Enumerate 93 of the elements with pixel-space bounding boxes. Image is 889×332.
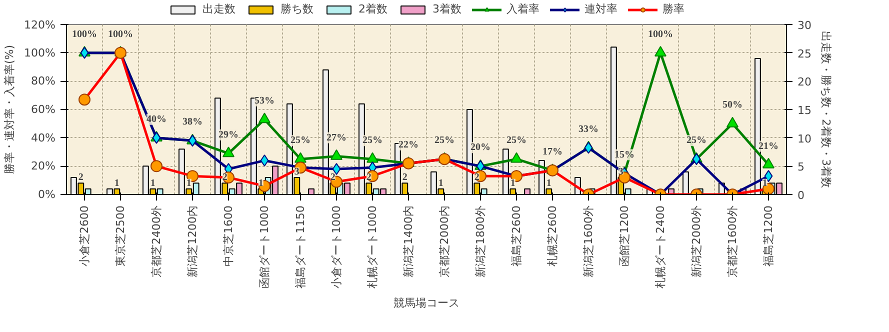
data-label: 2	[474, 172, 480, 184]
y2-tick-label: 25	[798, 47, 812, 60]
y2-tick-label: 15	[798, 104, 812, 117]
data-label: 29%	[218, 129, 238, 140]
x-tick-label: 新潟芝1200内	[186, 205, 199, 278]
data-label: 2	[222, 172, 228, 184]
y2-tick-label: 20	[798, 76, 812, 89]
data-label: 40%	[146, 114, 166, 125]
data-label: 100%	[108, 28, 133, 40]
data-label: 3	[294, 166, 300, 178]
y-tick-label: 100%	[24, 46, 56, 60]
data-label: 53%	[254, 95, 274, 106]
x-tick-label: 小倉ダート1000	[330, 205, 343, 288]
x-tick-label: 札幌芝2600	[546, 205, 559, 266]
x-tick-label: 新潟芝2000外	[690, 205, 703, 278]
data-label: 50%	[722, 100, 742, 111]
point	[726, 116, 738, 128]
data-label: 2	[402, 172, 408, 184]
data-label: 25%	[362, 135, 382, 146]
point	[692, 153, 701, 166]
point	[654, 46, 666, 57]
data-label: 25%	[434, 135, 454, 146]
y-axis-title: 勝率・連対率・入着率(%)	[3, 44, 16, 174]
y2-tick-label: 0	[798, 189, 804, 202]
y-tick-label: 60%	[31, 103, 56, 116]
x-tick-label: 福島芝1200	[762, 205, 775, 266]
point	[510, 152, 522, 163]
data-label: 27%	[326, 132, 346, 144]
x-tick-label: 京都芝1600外	[726, 205, 739, 278]
x-tick-label: 新潟芝1400内	[402, 205, 415, 278]
point	[188, 134, 197, 147]
point	[366, 152, 378, 163]
x-tick-label: 福島芝2600	[510, 205, 523, 266]
x-tick-label: 新潟芝1600外	[582, 205, 595, 278]
legend-label: 勝ち数	[280, 2, 314, 16]
data-label: 25%	[506, 135, 526, 146]
y2-tick-label: 30	[798, 19, 812, 32]
point	[258, 112, 270, 124]
point	[330, 149, 342, 160]
data-label: 25%	[686, 135, 706, 146]
data-label: 100%	[648, 28, 673, 40]
point	[332, 163, 341, 175]
data-label: 38%	[182, 116, 202, 128]
y2-tick-label: 5	[798, 160, 804, 174]
data-label: 2	[366, 172, 372, 184]
data-label: 1	[114, 178, 120, 189]
x-tick-label: 福島ダート1150	[294, 205, 307, 288]
x-tick-label: 東京芝2500	[114, 205, 127, 266]
x-tick-label: 京都芝2000内	[438, 205, 451, 278]
y2-tick-label: 10	[798, 132, 812, 146]
y-tick-label: 80%	[31, 74, 56, 88]
point	[294, 152, 306, 163]
x-tick-label: 京都芝2400外	[150, 205, 163, 278]
data-label: 1	[438, 178, 444, 189]
data-label: 1	[762, 178, 768, 189]
data-label: 1	[258, 178, 264, 189]
data-label: 1	[186, 178, 192, 189]
data-label: 21%	[758, 140, 778, 152]
point	[222, 146, 234, 158]
data-label: 15%	[614, 149, 634, 160]
data-label: 1	[546, 178, 552, 189]
data-label: 2	[330, 172, 336, 184]
x-tick-label: 函館芝1200	[618, 205, 631, 266]
point	[762, 158, 774, 168]
data-label: 1	[510, 178, 516, 189]
y-tick-label: 0%	[38, 188, 56, 201]
data-label: 25%	[290, 135, 310, 146]
x-tick-label: 札幌ダート1000	[366, 205, 379, 288]
x-tick-label: 中京芝1600	[222, 205, 235, 266]
y-tick-label: 40%	[31, 131, 56, 144]
data-label: 33%	[578, 124, 598, 135]
x-tick-label: 新潟芝1800外	[474, 205, 487, 278]
point	[584, 142, 593, 154]
point	[260, 154, 269, 166]
legend-label: 2着数	[358, 2, 388, 16]
y-tick-label: 20%	[31, 160, 56, 173]
legend-label: 連対率	[584, 2, 618, 16]
x-tick-label: 小倉芝2600	[78, 205, 91, 266]
legend-label: 勝率	[662, 2, 684, 16]
legend-label: 入着率	[506, 2, 540, 16]
x-tick-label: 函館ダート1000	[258, 205, 271, 288]
x-axis-title: 競馬場コース	[394, 296, 460, 310]
legend-label: 3着数	[432, 2, 462, 16]
data-label: 20%	[470, 142, 490, 154]
y-tick-label: 120%	[24, 18, 56, 32]
data-label: 22%	[398, 139, 418, 150]
data-label: 1	[150, 178, 156, 189]
data-label: 2	[78, 172, 84, 184]
x-tick-label: 札幌ダート2400	[654, 205, 667, 288]
y2-axis-title: 出走数・勝ち数・2着数・3着数	[819, 31, 832, 188]
data-label: 100%	[72, 28, 97, 40]
data-label: 17%	[542, 146, 562, 158]
legend-label: 出走数	[202, 2, 236, 16]
